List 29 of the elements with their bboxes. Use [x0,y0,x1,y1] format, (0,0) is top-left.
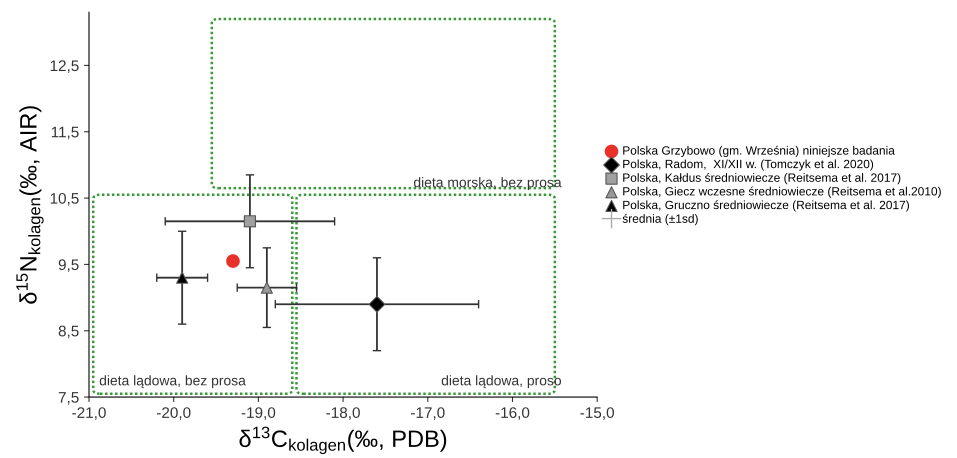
point [260,282,273,294]
legend-label: Polska, Giecz wczesne średniowiecze (Reitsema et al.2010) [623,186,941,198]
text: średnia (±1sd) [622,214,698,226]
point [244,215,256,228]
annotation: dieta lądowa, bez prosa [100,375,246,388]
annotation: dieta morska, bez prosa [414,177,562,190]
x-tick-label: -20,0 [156,407,191,420]
x-axis-title: δ$^{13}$C$_{kolagen}$(‰, PDB) [239,426,446,454]
x-tick-label: -17,0 [411,407,445,420]
y-tick-label: 9,5 [58,259,79,272]
point [176,272,188,284]
y-tick-label: 7,5 [58,392,79,405]
y-tick-label: 8,5 [58,326,79,338]
y-tick-label: 11,5 [52,126,79,140]
y-axis-title: δ$^{15}$N$_{kolagen}$(‰, AIR) [16,106,44,304]
x-tick-label: -15,0 [580,407,614,420]
legend-label: Polska, Radom, XI/XII w. (Tomczyk et al. 2020) [623,159,874,171]
x-tick-label: -18,0 [326,407,360,420]
x-tick-label: -19,0 [242,407,276,420]
annotation: dieta lądowa, proso [442,375,562,388]
point [226,254,240,268]
y-tick-label: 12,5 [50,60,79,73]
legend-label: Polska, Gruczno średniowiecze (Reitsema et al. 2017) [623,200,909,212]
legend-label: Polska Grzybowo (gm. Września) niniejsze badania [623,146,895,158]
y-tick-label: 10,5 [50,192,79,206]
x-tick-label: -16,0 [496,407,530,420]
point [368,296,386,313]
x-tick-label: -21,0 [72,407,106,420]
legend-label: Polska, Kałdus średniowiecze (Reitsema et al. 2017) [623,172,900,184]
